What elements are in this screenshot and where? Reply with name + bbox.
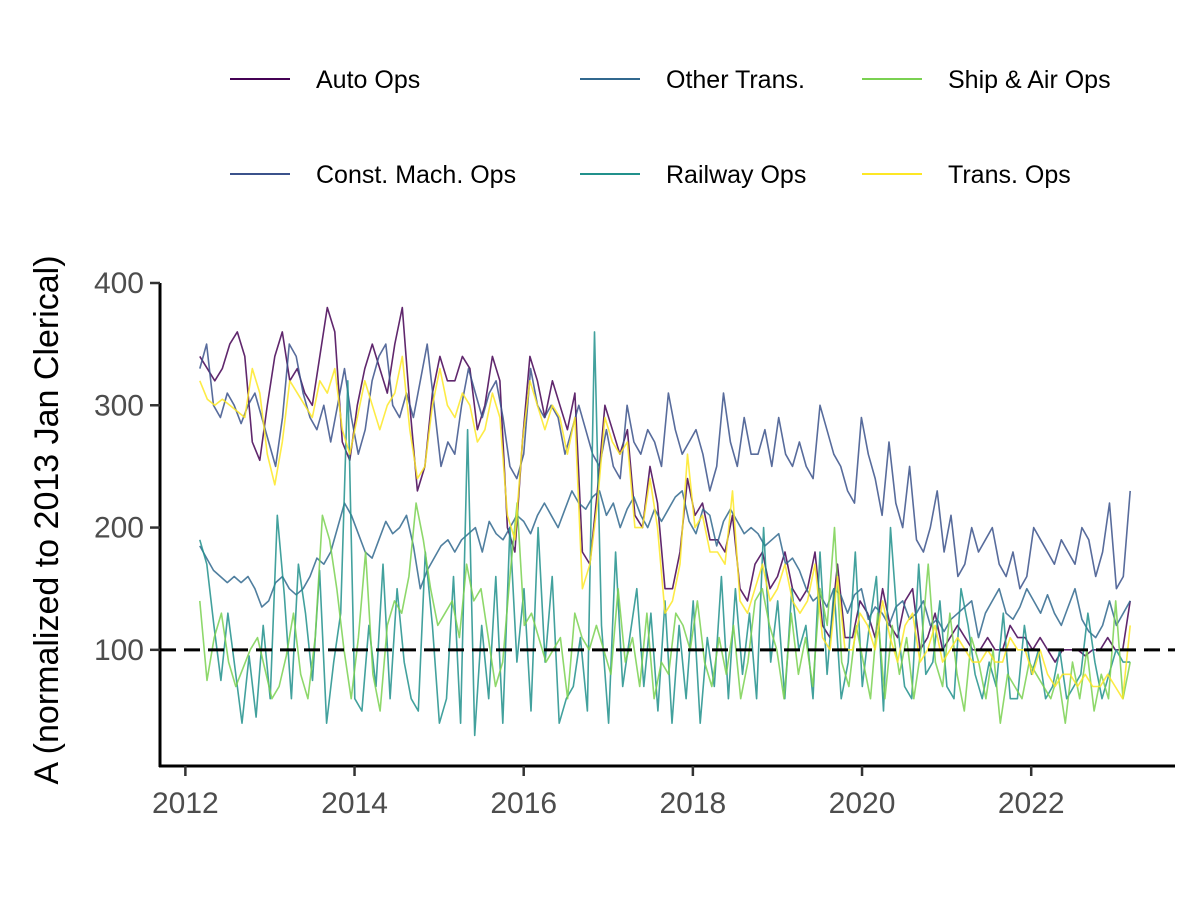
series-line-3 [199,331,1131,737]
x-tick-label-4: 2020 [829,787,896,820]
x-tick-label-0: 2012 [152,787,219,820]
series-line-5 [199,355,1131,700]
y-tick-label-2: 300 [94,389,144,422]
y-axis-label: A (normalized to 2013 Jan Clerical) [28,255,66,784]
y-tick-label-0: 100 [94,634,144,667]
series-line-4 [199,502,1131,725]
x-tick-label-1: 2014 [321,787,388,820]
x-tick-label-2: 2016 [490,787,557,820]
legend-label-0: Auto Ops [316,66,420,94]
legend-label-4: Ship & Air Ops [948,66,1111,94]
legend-label-3: Railway Ops [666,161,806,189]
series-line-2 [199,490,1131,639]
axes: 100 200 300 400 2012 2014 2016 2018 2020 2022 [94,267,1175,820]
legend: Auto Ops Const. Mach. Ops Other Trans. Rail… [230,66,1111,189]
y-tick-label-3: 400 [94,267,144,300]
legend-label-5: Trans. Ops [948,161,1071,189]
legend-label-2: Other Trans. [666,66,805,94]
y-tick-label-1: 200 [94,512,144,545]
plot-area [160,306,1175,737]
x-tick-label-3: 2018 [660,787,727,820]
series-line-1 [199,343,1131,590]
legend-label-1: Const. Mach. Ops [316,161,516,189]
x-tick-label-5: 2022 [998,787,1065,820]
